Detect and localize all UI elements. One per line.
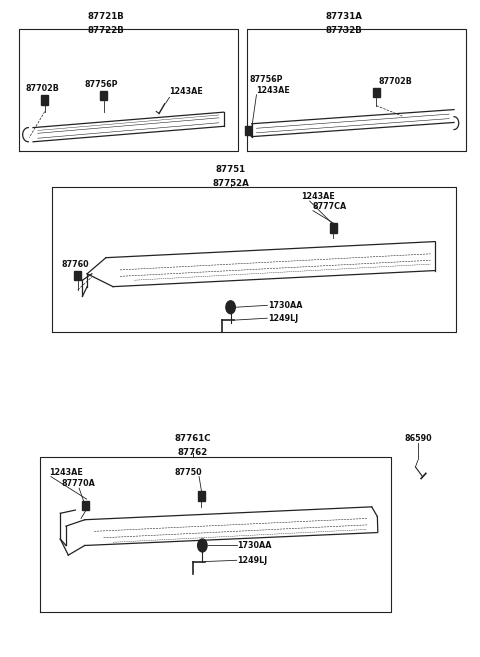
Bar [198,491,205,501]
Circle shape [198,539,207,552]
Text: 87702B: 87702B [379,78,413,87]
Text: 87702B: 87702B [25,85,60,93]
Text: 87732B: 87732B [325,26,362,35]
Bar [74,271,81,281]
Text: 1243AE: 1243AE [256,86,290,95]
Text: 1249LJ: 1249LJ [238,556,268,565]
Text: 87752A: 87752A [212,179,249,188]
Text: 1243AE: 1243AE [169,87,203,96]
Text: 8777CA: 8777CA [313,202,347,211]
Bar [100,91,107,100]
Text: 87761C: 87761C [175,434,211,443]
Text: 1249LJ: 1249LJ [268,313,299,323]
Bar [83,501,89,510]
Text: 87750: 87750 [174,468,202,476]
Text: 1730AA: 1730AA [268,301,303,310]
Text: 87770A: 87770A [61,478,95,487]
Text: 86590: 86590 [405,434,432,443]
Bar [330,223,336,233]
Text: 87722B: 87722B [87,26,124,35]
Text: 87760: 87760 [61,260,89,269]
Text: 87721B: 87721B [87,12,124,21]
Bar [41,95,48,104]
Circle shape [226,301,235,313]
Bar [373,88,380,97]
Text: 87762: 87762 [178,448,208,457]
Text: 1243AE: 1243AE [301,192,335,201]
Text: 87751: 87751 [216,165,246,174]
Text: 87756P: 87756P [250,75,283,84]
Text: 1730AA: 1730AA [238,541,272,550]
Text: 1243AE: 1243AE [49,468,83,476]
Text: 87731A: 87731A [325,12,362,21]
Text: 87756P: 87756P [84,80,118,89]
Bar [245,125,252,135]
